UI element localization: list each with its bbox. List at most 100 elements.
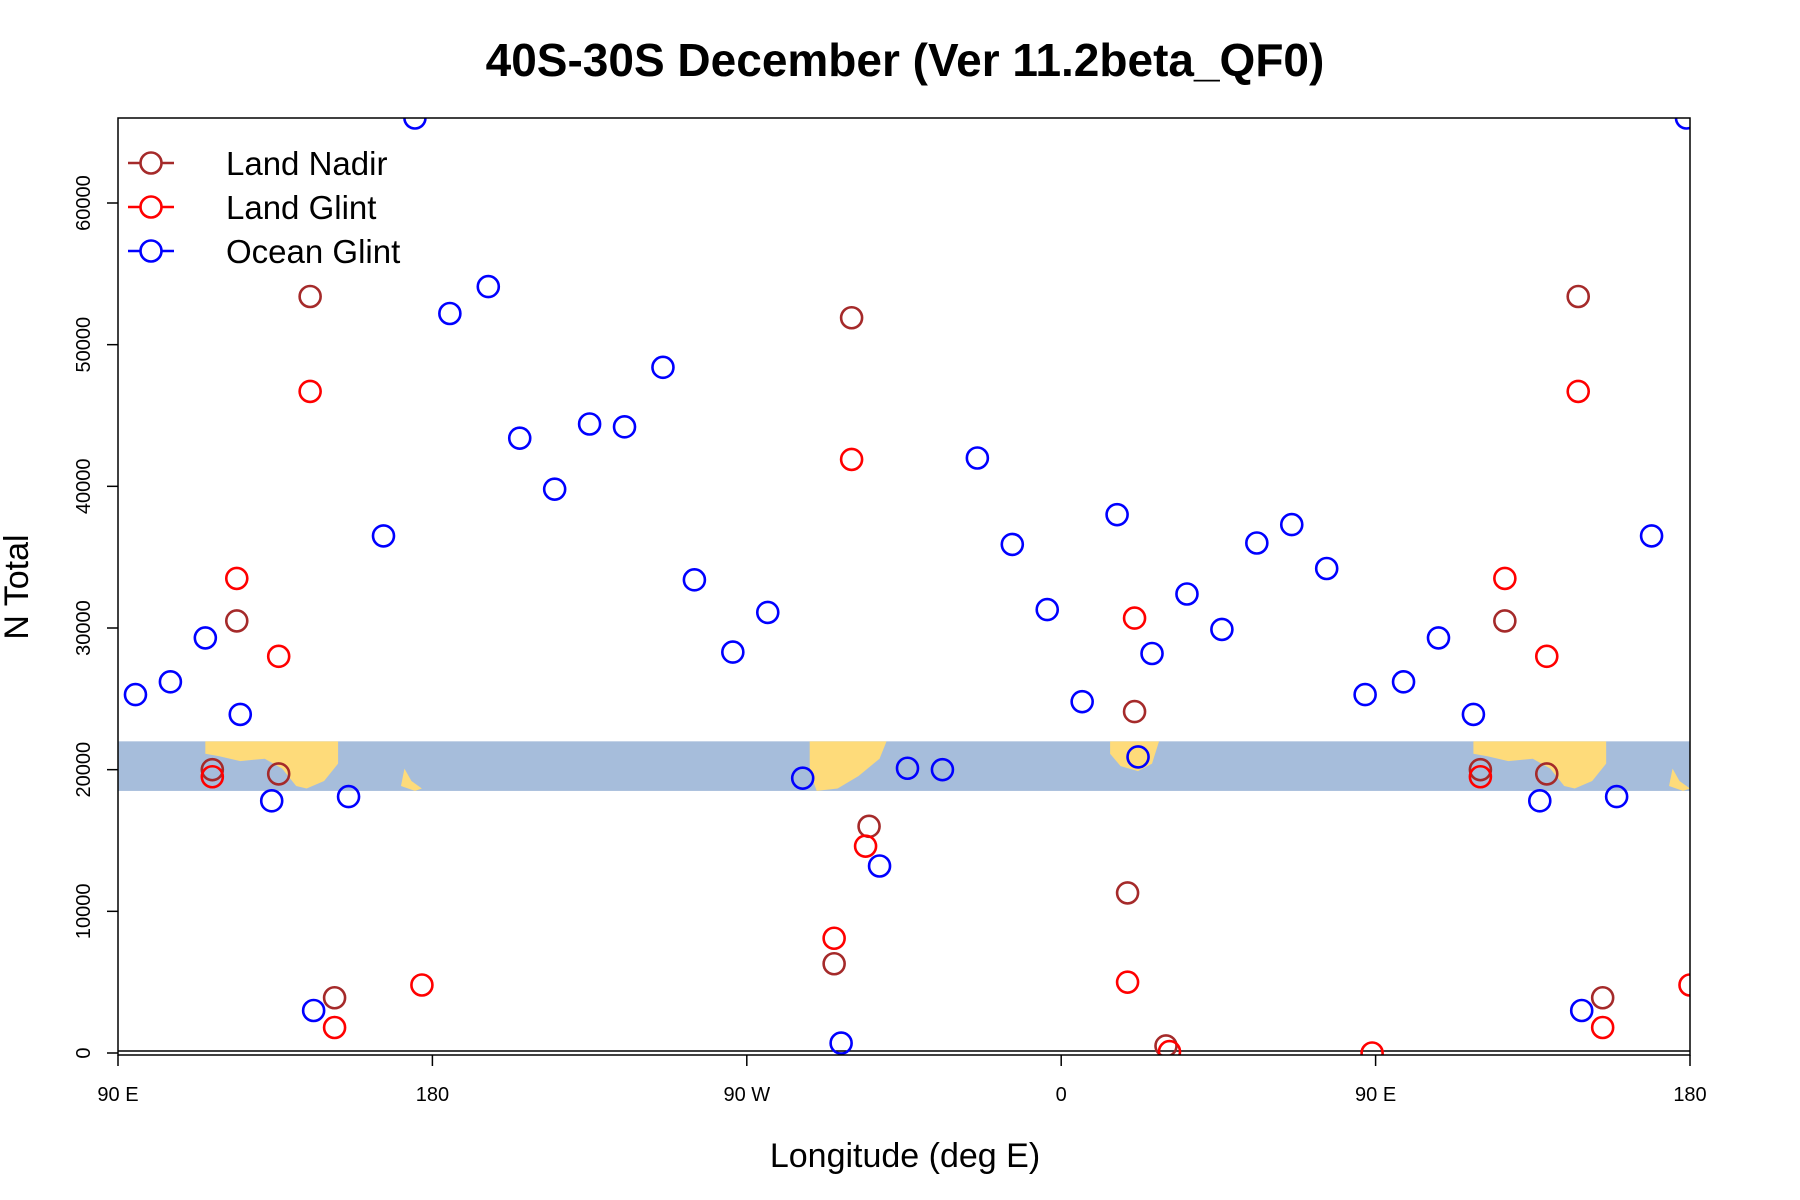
data-point [1000,532,1025,557]
x-tick-label: 0 [1056,1084,1067,1106]
data-point [1461,702,1486,727]
data-point [1035,597,1060,622]
land-australia [205,741,339,789]
data-point [1639,524,1664,548]
series-land-glint [200,379,1690,1055]
data-point [839,447,864,472]
data-point [1157,1039,1182,1055]
data-point [721,640,745,664]
data-point [822,951,846,976]
land-new-zealand [400,768,422,791]
data-point [1590,985,1615,1010]
x-tick-label: 180 [1673,1084,1706,1106]
data-point [298,379,322,404]
data-point [507,426,532,450]
data-point [371,524,396,548]
y-tick-label: 60000 [73,175,95,231]
data-point [224,609,249,633]
data-point [612,415,637,439]
data-point [1534,762,1559,786]
data-point [965,446,990,470]
data-point [200,764,225,789]
legend: Land Nadir Land Glint Ocean Glint [128,145,400,270]
y-tick-label: 50000 [73,317,95,373]
legend-label: Ocean Glint [226,233,400,270]
data-point [1353,682,1377,707]
data-point [1566,379,1591,404]
legend-label: Land Glint [226,189,376,226]
data-point [158,670,183,694]
data-point [228,702,253,727]
data-point [266,762,291,786]
x-tick-label: 180 [416,1084,449,1106]
data-point [1391,670,1416,694]
data-point [322,1015,347,1040]
data-point [1566,284,1591,309]
data-point [755,600,780,625]
land-shapes [205,741,1690,791]
data-point [1493,566,1517,591]
legend-marker [139,195,163,219]
data-point [577,412,602,436]
x-tick-label: 90 W [723,1084,770,1106]
data-point [200,757,225,782]
data-point [1070,689,1094,714]
data-point [224,566,249,591]
chart-title: 40S-30S December (Ver 11.2beta_QF0) [486,34,1325,86]
legend-entry: Land Nadir [128,145,387,182]
y-tick-label: 30000 [73,600,95,656]
x-axis-label: Longitude (deg E) [770,1137,1040,1175]
points-layer [123,118,1690,1055]
x-axis: 90 E 180 90 W 0 90 E 180 [97,1055,1707,1106]
data-point [1314,556,1339,581]
data-point [1175,582,1199,606]
data-point [542,477,567,501]
data-point [790,766,815,790]
data-point [895,756,920,781]
x-tick-label: 90 E [97,1084,138,1106]
legend-entry: Land Glint [128,189,376,226]
legend-marker [139,151,163,175]
data-point [930,757,955,782]
data-point [682,568,707,592]
data-point [1154,1034,1178,1055]
data-point [822,926,846,951]
data-point [1360,1041,1384,1055]
data-point [829,1031,853,1055]
data-point [266,644,291,669]
data-point [1493,609,1517,633]
data-point [857,814,881,839]
data-point [867,854,892,878]
data-point [1210,617,1234,642]
land-new-zealand-repeat [1669,768,1690,791]
data-point [1468,757,1493,782]
data-point [438,301,462,326]
data-point [322,985,347,1010]
data-point [123,682,148,707]
data-point [1140,641,1164,666]
data-point [410,973,434,997]
data-point [336,784,361,809]
map-band [118,741,1690,791]
land-australia-repeat [1473,741,1607,789]
data-point [193,626,218,650]
data-point [476,274,501,299]
series-land-nadir [200,284,1615,1055]
series-ocean-glint [123,118,1690,1055]
data-point [298,284,322,309]
data-point [1115,970,1140,994]
data-point [1534,644,1559,669]
y-tick-label: 0 [73,1047,95,1058]
legend-entry: Ocean Glint [128,233,400,270]
ocean-band [118,741,1690,791]
legend-label: Land Nadir [226,145,387,182]
data-point [651,355,675,380]
data-point [1527,789,1552,813]
data-point [839,305,864,330]
data-point [1115,881,1140,905]
data-point [1105,502,1129,527]
data-point [1678,973,1690,997]
data-point [1569,998,1594,1023]
data-point [403,118,427,130]
